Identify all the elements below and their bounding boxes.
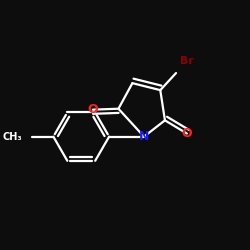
- Text: O: O: [182, 127, 192, 140]
- Text: N: N: [139, 130, 149, 143]
- Text: O: O: [88, 103, 98, 116]
- Text: CH₃: CH₃: [2, 132, 22, 141]
- Text: Br: Br: [180, 56, 194, 66]
